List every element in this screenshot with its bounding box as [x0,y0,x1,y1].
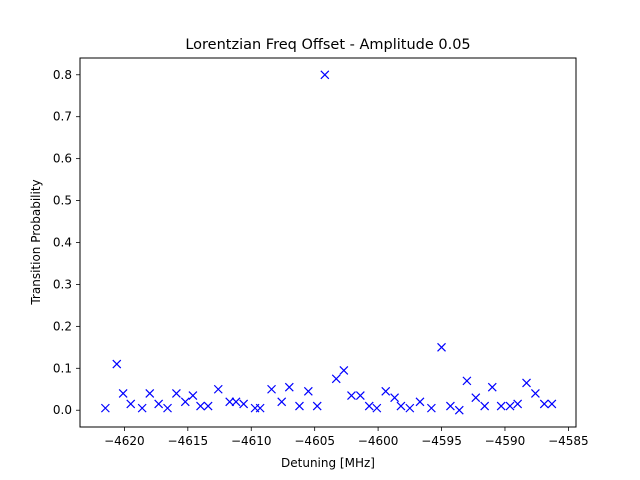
data-point-marker [180,397,190,407]
data-point-marker [163,403,172,413]
data-point-marker [137,403,147,413]
data-point-marker [513,399,523,409]
data-point-marker [522,378,531,388]
y-tick-label: 0.5 [53,194,72,208]
data-point-marker [112,359,122,369]
data-point-marker [390,393,400,403]
chart-title: Lorentzian Freq Offset - Amplitude 0.05 [185,37,470,53]
data-point-marker [213,384,223,394]
data-point-marker [126,399,136,409]
data-point-marker [188,391,198,400]
data-point-marker [255,403,265,413]
x-tick-label: −4605 [294,434,335,448]
data-point-marker [372,403,382,413]
data-point-marker [462,376,472,386]
data-point-marker [487,382,497,392]
data-point-marker [295,401,304,411]
data-point-marker [364,401,374,411]
data-point-marker [145,389,155,398]
data-point-marker [320,70,330,80]
y-axis-ticks: 0.0 0.1 0.2 0.3 0.4 0.5 0.6 0.7 0.8 [53,68,80,417]
data-point-marker [426,403,436,413]
data-point-marker [118,389,128,398]
x-tick-label: −4590 [485,434,526,448]
data-point-marker [471,393,481,403]
data-point-marker [231,397,241,407]
x-tick-label: −4610 [231,434,272,448]
data-point-marker [239,399,249,409]
data-point-marker [480,401,490,411]
data-point-marker [284,382,294,392]
y-tick-label: 0.2 [53,319,72,333]
x-tick-label: −4595 [421,434,462,448]
data-point-marker [154,399,164,409]
x-axis-label: Detuning [MHz] [281,456,375,470]
data-point-marker [437,342,446,352]
data-point-marker [355,391,365,400]
y-tick-label: 0.1 [53,361,72,375]
x-tick-label: −4620 [104,434,145,448]
data-point-marker [547,399,557,409]
data-markers [100,70,557,415]
x-tick-label: −4615 [168,434,209,448]
data-point-marker [539,399,549,409]
plot-frame [79,57,577,428]
y-tick-label: 0.3 [53,277,72,291]
data-point-marker [225,397,235,407]
data-point-marker [496,401,506,411]
x-axis-ticks: −4620 −4615 −4610 −4605 −4600 −4595 −4590 −4585 [104,427,589,448]
data-point-marker [505,401,515,411]
data-point-marker [196,401,205,411]
data-point-marker [100,403,110,413]
data-point-marker [171,389,181,398]
data-point-marker [396,401,406,411]
data-point-marker [445,401,455,411]
data-point-marker [530,389,540,398]
x-tick-label: −4600 [358,434,399,448]
data-point-marker [381,386,391,396]
x-tick-label: −4585 [548,434,589,448]
data-point-marker [277,397,287,407]
data-point-marker [339,365,349,375]
data-point-marker [405,403,415,413]
data-point-marker [303,386,313,396]
y-axis-label: Transition Probability [29,179,43,305]
y-tick-label: 0.0 [53,403,72,417]
data-point-marker [203,401,213,411]
data-point-marker [415,397,425,407]
data-point-marker [347,391,356,400]
y-tick-label: 0.6 [53,152,72,166]
y-tick-label: 0.7 [53,110,72,124]
data-point-marker [454,405,464,415]
data-point-marker [331,374,341,384]
y-tick-label: 0.8 [53,68,72,82]
data-point-marker [312,401,322,411]
y-tick-label: 0.4 [53,236,72,250]
data-point-marker [267,384,276,394]
